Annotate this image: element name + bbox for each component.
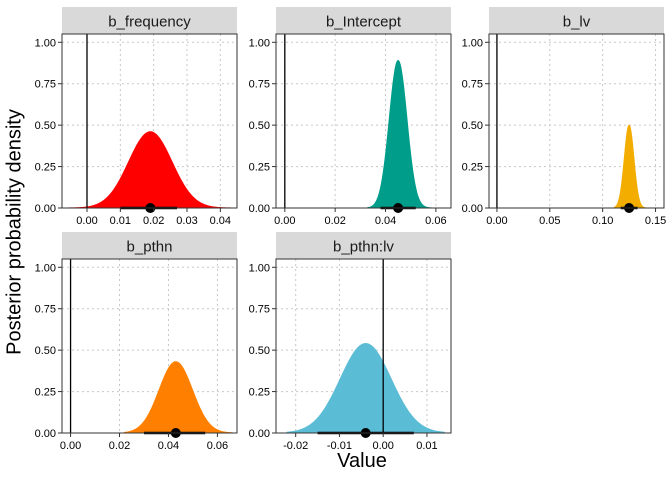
x-tick-label: 0.05: [539, 215, 560, 227]
y-tick-label: 0.00: [35, 203, 56, 215]
facet-panel-4: b_pthn 0.00 0.25 0.50 0.75 1.00 0.00 0.02 0.04 0.…: [35, 232, 238, 452]
x-tick-label: -0.01: [327, 440, 352, 452]
panel-border: [61, 33, 238, 209]
panel-background: [276, 34, 451, 208]
facet-strip: [276, 7, 451, 34]
y-tick-label: 0.50: [249, 120, 270, 132]
x-tick-label: 0.06: [207, 440, 228, 452]
y-tick-label: 0.75: [249, 79, 270, 91]
y-tick-label: 1.00: [35, 37, 56, 49]
y-axis-title-text: Posterior probability density: [3, 109, 26, 355]
x-tick-label: 0.04: [375, 215, 396, 227]
x-tick-label: 0.02: [143, 215, 164, 227]
facet-strip: [489, 7, 664, 34]
facet-strip: [62, 232, 237, 259]
panel-border: [488, 33, 665, 209]
y-tick-label: 0.25: [462, 162, 483, 174]
facet-panel-2: b_Intercept 0.00 0.25 0.50 0.75 1.00 0.00 0.02 0…: [249, 7, 452, 227]
x-tick-label: 0.00: [274, 215, 295, 227]
x-tick-label: 0.02: [324, 215, 345, 227]
facet-panel-5: b_pthn:lv 0.00 0.25 0.50 0.75 1.00 -0.02 -0.01 0…: [249, 232, 452, 452]
facet-title: b_pthn:lv: [333, 239, 394, 256]
y-tick-label: 0.00: [462, 203, 483, 215]
y-tick-label: 0.50: [35, 345, 56, 357]
panel-border: [275, 258, 452, 434]
y-tick-label: 1.00: [249, 262, 270, 274]
x-tick-label: 0.00: [486, 215, 507, 227]
facet-strip: [276, 232, 451, 259]
facet-panel-1: b_frequency 0.00 0.25 0.50 0.75 1.00 0.00 0.01 0…: [35, 7, 238, 227]
y-axis-title: Posterior probability density: [4, 0, 26, 480]
x-tick-label: 0.04: [210, 215, 231, 227]
y-tick-label: 0.75: [249, 304, 270, 316]
facet-strip: [62, 7, 237, 34]
y-tick-label: 1.00: [35, 262, 56, 274]
facet-title: b_pthn: [127, 239, 173, 256]
x-tick-label: 0.06: [425, 215, 446, 227]
x-tick-label: 0.15: [645, 215, 666, 227]
y-tick-label: 0.25: [249, 387, 270, 399]
y-tick-label: 1.00: [249, 37, 270, 49]
density-area: [123, 361, 233, 434]
y-tick-label: 0.50: [249, 345, 270, 357]
facet-panel-3: b_lv 0.00 0.25 0.50 0.75 1.00 0.00 0.05 0.10 0.15: [462, 7, 666, 227]
y-tick-label: 0.75: [35, 79, 56, 91]
panel-background: [62, 259, 237, 433]
x-tick-label: 0.00: [60, 440, 81, 452]
y-tick-label: 0.25: [35, 387, 56, 399]
x-axis-title: Value: [337, 450, 387, 472]
x-tick-label: 0.01: [110, 215, 131, 227]
y-tick-label: 0.25: [35, 162, 56, 174]
x-tick-label: 0.00: [372, 440, 393, 452]
x-tick-label: 0.00: [76, 215, 97, 227]
y-tick-label: 0.75: [35, 304, 56, 316]
x-tick-label: 0.10: [592, 215, 613, 227]
facet-title: b_frequency: [108, 14, 191, 31]
y-tick-label: 0.50: [35, 120, 56, 132]
panel-background: [489, 34, 664, 208]
y-tick-label: 0.75: [462, 79, 483, 91]
y-tick-label: 0.00: [249, 203, 270, 215]
facet-title: b_lv: [563, 14, 591, 31]
x-tick-label: 0.04: [158, 440, 179, 452]
density-area: [613, 124, 646, 209]
y-tick-label: 0.50: [462, 120, 483, 132]
density-area: [367, 59, 432, 209]
panel-border: [61, 258, 238, 434]
x-tick-label: 0.01: [416, 440, 437, 452]
x-tick-label: -0.02: [283, 440, 308, 452]
facet-title: b_Intercept: [326, 14, 402, 31]
y-tick-label: 0.00: [35, 428, 56, 440]
density-area: [286, 343, 445, 434]
y-tick-label: 0.25: [249, 162, 270, 174]
y-tick-label: 1.00: [462, 37, 483, 49]
panel-border: [275, 33, 452, 209]
y-tick-label: 0.00: [249, 428, 270, 440]
x-tick-label: 0.03: [176, 215, 197, 227]
x-tick-label: 0.02: [109, 440, 130, 452]
density-area: [66, 131, 231, 209]
